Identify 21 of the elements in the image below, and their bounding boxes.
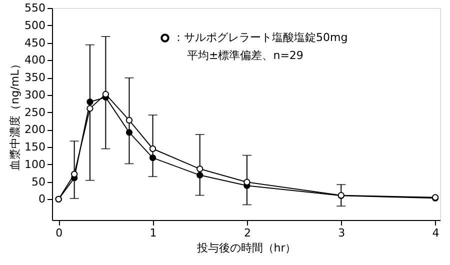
- annotation: 平均±標準偏差、n=29: [187, 49, 304, 62]
- y-axis-title: 血漿中濃度（ng/mL）: [8, 58, 22, 170]
- y-tick-label: 300: [24, 88, 46, 102]
- y-tick-label: 500: [24, 18, 46, 32]
- legend-label: ：サルポグレラート塩酸塩錠50mg: [173, 31, 348, 44]
- y-tick-label: 0: [38, 192, 46, 206]
- x-tick-label: 4: [432, 226, 440, 240]
- y-tick-label: 200: [24, 123, 46, 136]
- y-tick-label: 450: [24, 36, 46, 50]
- x-axis-title: 投与後の時間（hr）: [196, 242, 296, 254]
- y-tick-label: 100: [24, 158, 46, 171]
- y-tick-label: 350: [24, 71, 46, 84]
- x-tick-label: 0: [56, 226, 63, 240]
- x-tick-label: 1: [150, 226, 157, 240]
- x-tick-label: 2: [244, 226, 251, 240]
- y-tick-label: 550: [24, 2, 46, 14]
- x-tick-label: 3: [338, 226, 346, 240]
- y-tick-label: 150: [24, 140, 46, 154]
- y-tick-label: 50: [32, 175, 46, 188]
- y-tick-label: 250: [24, 106, 46, 119]
- y-tick-label: 400: [24, 54, 46, 67]
